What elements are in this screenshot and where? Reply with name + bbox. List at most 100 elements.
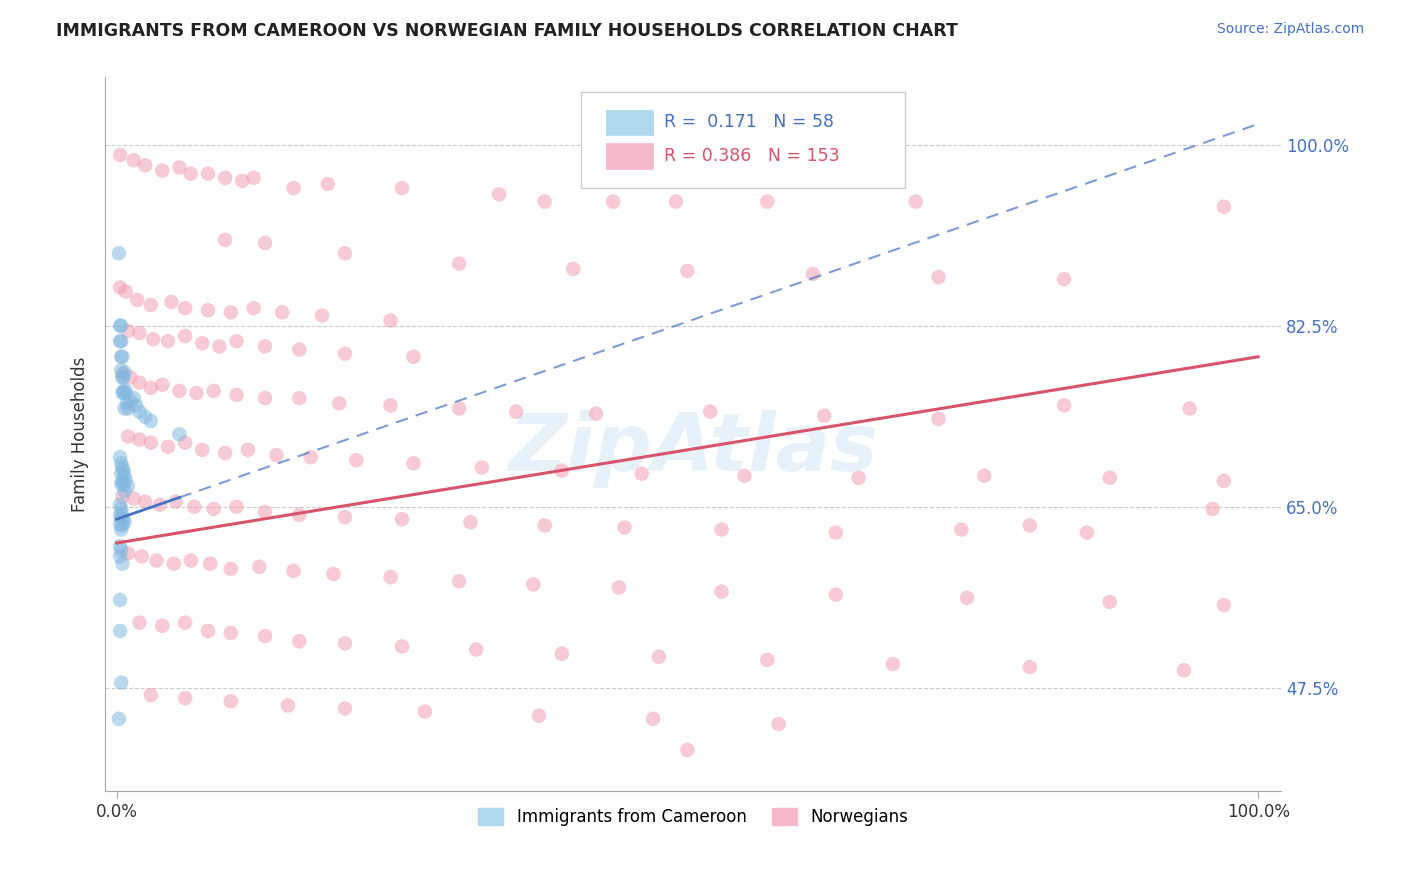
Point xyxy=(134,158,156,172)
Point xyxy=(253,235,276,250)
Point xyxy=(112,477,135,491)
Point xyxy=(128,433,150,447)
Point xyxy=(120,394,142,409)
Point xyxy=(1201,501,1223,516)
Point xyxy=(114,386,136,401)
Point xyxy=(1173,663,1195,677)
Point xyxy=(114,516,136,530)
Point xyxy=(380,570,402,584)
Point xyxy=(122,153,145,168)
Point xyxy=(522,577,544,591)
Point xyxy=(333,636,356,650)
Point xyxy=(134,494,156,508)
Point xyxy=(266,448,288,462)
Point xyxy=(139,298,162,312)
Point xyxy=(169,161,191,175)
Point xyxy=(391,512,413,526)
Point xyxy=(505,404,527,418)
FancyBboxPatch shape xyxy=(582,92,904,188)
Point xyxy=(1018,518,1040,533)
Point xyxy=(643,712,665,726)
Point xyxy=(108,498,131,512)
Point xyxy=(108,624,131,638)
Point xyxy=(111,370,134,384)
Point xyxy=(186,386,208,401)
Point xyxy=(191,336,214,351)
Point xyxy=(756,194,779,209)
Point xyxy=(110,543,132,558)
Point xyxy=(813,409,835,423)
Point xyxy=(1098,471,1121,485)
Point xyxy=(134,409,156,424)
Point xyxy=(200,557,222,571)
Point xyxy=(110,523,132,537)
Point xyxy=(219,562,242,576)
Point xyxy=(288,391,311,405)
Point xyxy=(848,471,870,485)
Point xyxy=(613,520,636,534)
Point xyxy=(380,313,402,327)
Point xyxy=(551,464,574,478)
Point xyxy=(111,508,134,522)
Point xyxy=(1053,272,1076,286)
Point xyxy=(111,368,134,382)
Text: Source: ZipAtlas.com: Source: ZipAtlas.com xyxy=(1216,22,1364,37)
Point xyxy=(139,414,162,428)
Point xyxy=(114,401,136,416)
Point xyxy=(533,194,555,209)
Point xyxy=(1076,525,1098,540)
Point xyxy=(111,474,134,488)
Point xyxy=(110,675,132,690)
Point xyxy=(449,401,471,416)
Point xyxy=(344,453,367,467)
Point xyxy=(122,391,145,405)
Point xyxy=(253,339,276,353)
Point xyxy=(1212,474,1234,488)
Point xyxy=(449,574,471,589)
Point xyxy=(112,512,135,526)
Point xyxy=(253,391,276,405)
Point xyxy=(585,407,607,421)
Point xyxy=(142,332,165,346)
Point xyxy=(156,440,179,454)
Text: R = 0.386   N = 153: R = 0.386 N = 153 xyxy=(664,147,839,165)
Point xyxy=(117,401,139,416)
Point xyxy=(110,350,132,364)
Text: ZipAtlas: ZipAtlas xyxy=(508,409,877,488)
Point xyxy=(122,491,145,506)
Point xyxy=(110,318,132,333)
Point xyxy=(253,629,276,643)
Point xyxy=(110,334,132,349)
Point xyxy=(288,343,311,357)
Point xyxy=(110,477,132,491)
Point xyxy=(117,546,139,560)
Point xyxy=(139,381,162,395)
Point xyxy=(710,523,733,537)
Point xyxy=(117,479,139,493)
Point xyxy=(1212,200,1234,214)
Point xyxy=(533,518,555,533)
Point xyxy=(333,701,356,715)
Point xyxy=(117,429,139,443)
Point xyxy=(183,500,205,514)
Point xyxy=(115,396,138,410)
Point xyxy=(928,270,950,285)
Point xyxy=(277,698,299,713)
Point xyxy=(150,619,173,633)
Point xyxy=(174,435,197,450)
Point xyxy=(391,181,413,195)
Point xyxy=(197,167,219,181)
Point xyxy=(108,517,131,532)
Point xyxy=(214,170,236,185)
FancyBboxPatch shape xyxy=(606,143,654,169)
Point xyxy=(112,464,135,478)
Point xyxy=(283,181,305,195)
Point xyxy=(699,404,721,418)
Point xyxy=(110,467,132,481)
Point xyxy=(191,442,214,457)
Point xyxy=(120,370,142,384)
Point xyxy=(180,553,202,567)
Point xyxy=(527,708,550,723)
Point xyxy=(169,384,191,398)
Point xyxy=(114,468,136,483)
